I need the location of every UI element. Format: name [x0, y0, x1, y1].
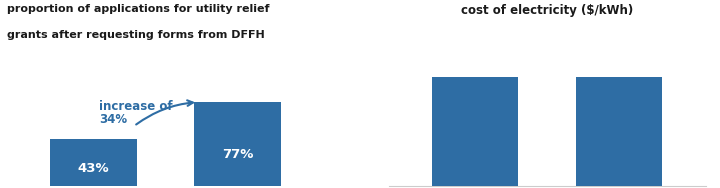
Text: increase of: increase of	[99, 100, 173, 113]
Bar	[194, 102, 281, 186]
Bar	[576, 0, 662, 186]
Text: 34%: 34%	[99, 113, 127, 126]
Text: 43%: 43%	[78, 162, 109, 175]
Text: proportion of applications for utility relief: proportion of applications for utility r…	[7, 4, 270, 14]
Text: 77%: 77%	[222, 148, 253, 161]
Text: grants after requesting forms from DFFH: grants after requesting forms from DFFH	[7, 30, 265, 40]
Bar	[50, 139, 137, 186]
Text: cost of electricity ($/kWh): cost of electricity ($/kWh)	[461, 4, 634, 17]
Bar	[432, 0, 518, 186]
